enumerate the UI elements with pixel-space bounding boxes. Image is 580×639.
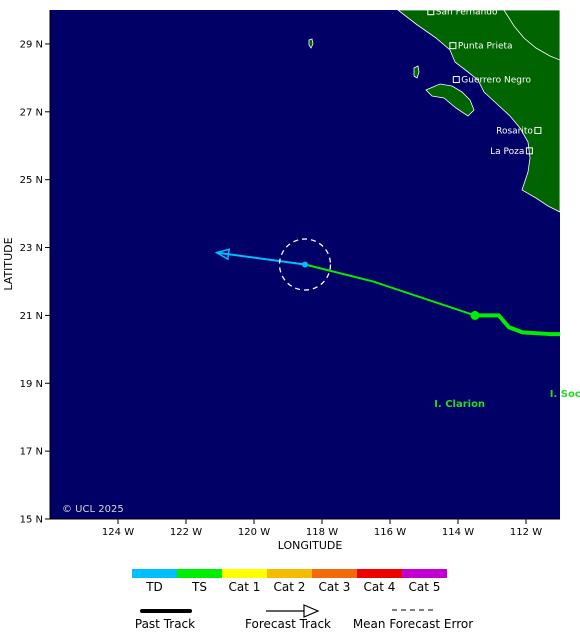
legend-swatch <box>222 569 267 578</box>
city-label: Guerrero Negro <box>461 76 531 86</box>
city-label: San Fernando <box>436 8 498 18</box>
forecast-arrowhead <box>214 248 231 261</box>
legend-category-label: Cat 5 <box>409 580 441 594</box>
forecast-track-segment <box>304 263 374 283</box>
legend-category-label: TS <box>191 580 207 594</box>
x-tick-label: 114 W <box>442 527 474 538</box>
city-marker <box>452 76 460 84</box>
city-marker <box>449 42 457 50</box>
y-tick-label: 23 N <box>20 243 43 254</box>
legend-swatch <box>312 569 357 578</box>
x-tick-label: 116 W <box>374 527 406 538</box>
y-tick-label: 19 N <box>20 379 43 390</box>
legend-category-label: TD <box>145 580 163 594</box>
city-label: Rosarito <box>496 126 533 136</box>
x-axis-title: LONGITUDE <box>278 539 343 552</box>
city-label: Punta Prieta <box>458 42 513 52</box>
y-tick-label: 25 N <box>20 175 43 186</box>
y-tick-label: 15 N <box>20 515 43 526</box>
x-tick-label: 120 W <box>238 527 270 538</box>
past-track-line <box>475 313 560 337</box>
baja-california-landmass <box>397 10 560 213</box>
forecast-error-circle <box>278 238 332 291</box>
legend-category-label: Cat 1 <box>229 580 261 594</box>
y-tick-label: 27 N <box>20 107 43 118</box>
x-tick-label: 118 W <box>306 527 338 538</box>
legend-swatch <box>177 569 222 578</box>
map-credit: © UCL 2025 <box>62 504 124 515</box>
island-label: I. Clarion <box>434 399 485 410</box>
past-track-label: Past Track <box>135 617 195 631</box>
legend-category-label: Cat 4 <box>364 580 396 594</box>
forecast-position-marker <box>302 261 308 268</box>
x-tick-label: 122 W <box>170 527 202 538</box>
x-tick-label: 124 W <box>102 527 134 538</box>
legend-category-label: Cat 3 <box>319 580 351 594</box>
current-position-marker <box>470 310 480 320</box>
legend-swatch <box>267 569 312 578</box>
legend-swatch <box>402 569 447 578</box>
guadalupe-island <box>308 38 314 49</box>
forecast-track-segment <box>216 251 306 266</box>
mexico-mainland <box>503 10 560 61</box>
island-label: I. Soc <box>550 389 580 400</box>
legend-category-label: Cat 2 <box>274 580 306 594</box>
legend-swatch <box>132 569 177 578</box>
x-tick-label: 112 W <box>510 527 542 538</box>
y-tick-label: 17 N <box>20 447 43 458</box>
cedros-island <box>413 65 420 79</box>
city-marker <box>427 8 435 16</box>
legend-swatch <box>357 569 402 578</box>
city-marker <box>534 126 542 134</box>
vizcaino-peninsula <box>425 83 475 117</box>
y-tick-label: 21 N <box>20 311 43 322</box>
forecast-track-label: Forecast Track <box>245 617 331 631</box>
category-scale-legend: TD TS Cat 1 Cat 2 Cat 3 Cat 4 Cat 5 <box>132 569 447 594</box>
y-axis-title: LATITUDE <box>2 237 15 290</box>
track-type-legend: Past Track Forecast Track Mean Forecast … <box>135 604 473 631</box>
city-marker <box>525 147 533 155</box>
mean-error-label: Mean Forecast Error <box>353 617 473 631</box>
forecast-track-segment <box>372 280 476 317</box>
y-tick-label: 29 N <box>20 39 43 50</box>
forecast-arrow-icon <box>303 604 320 618</box>
city-label: La Poza <box>490 147 524 157</box>
